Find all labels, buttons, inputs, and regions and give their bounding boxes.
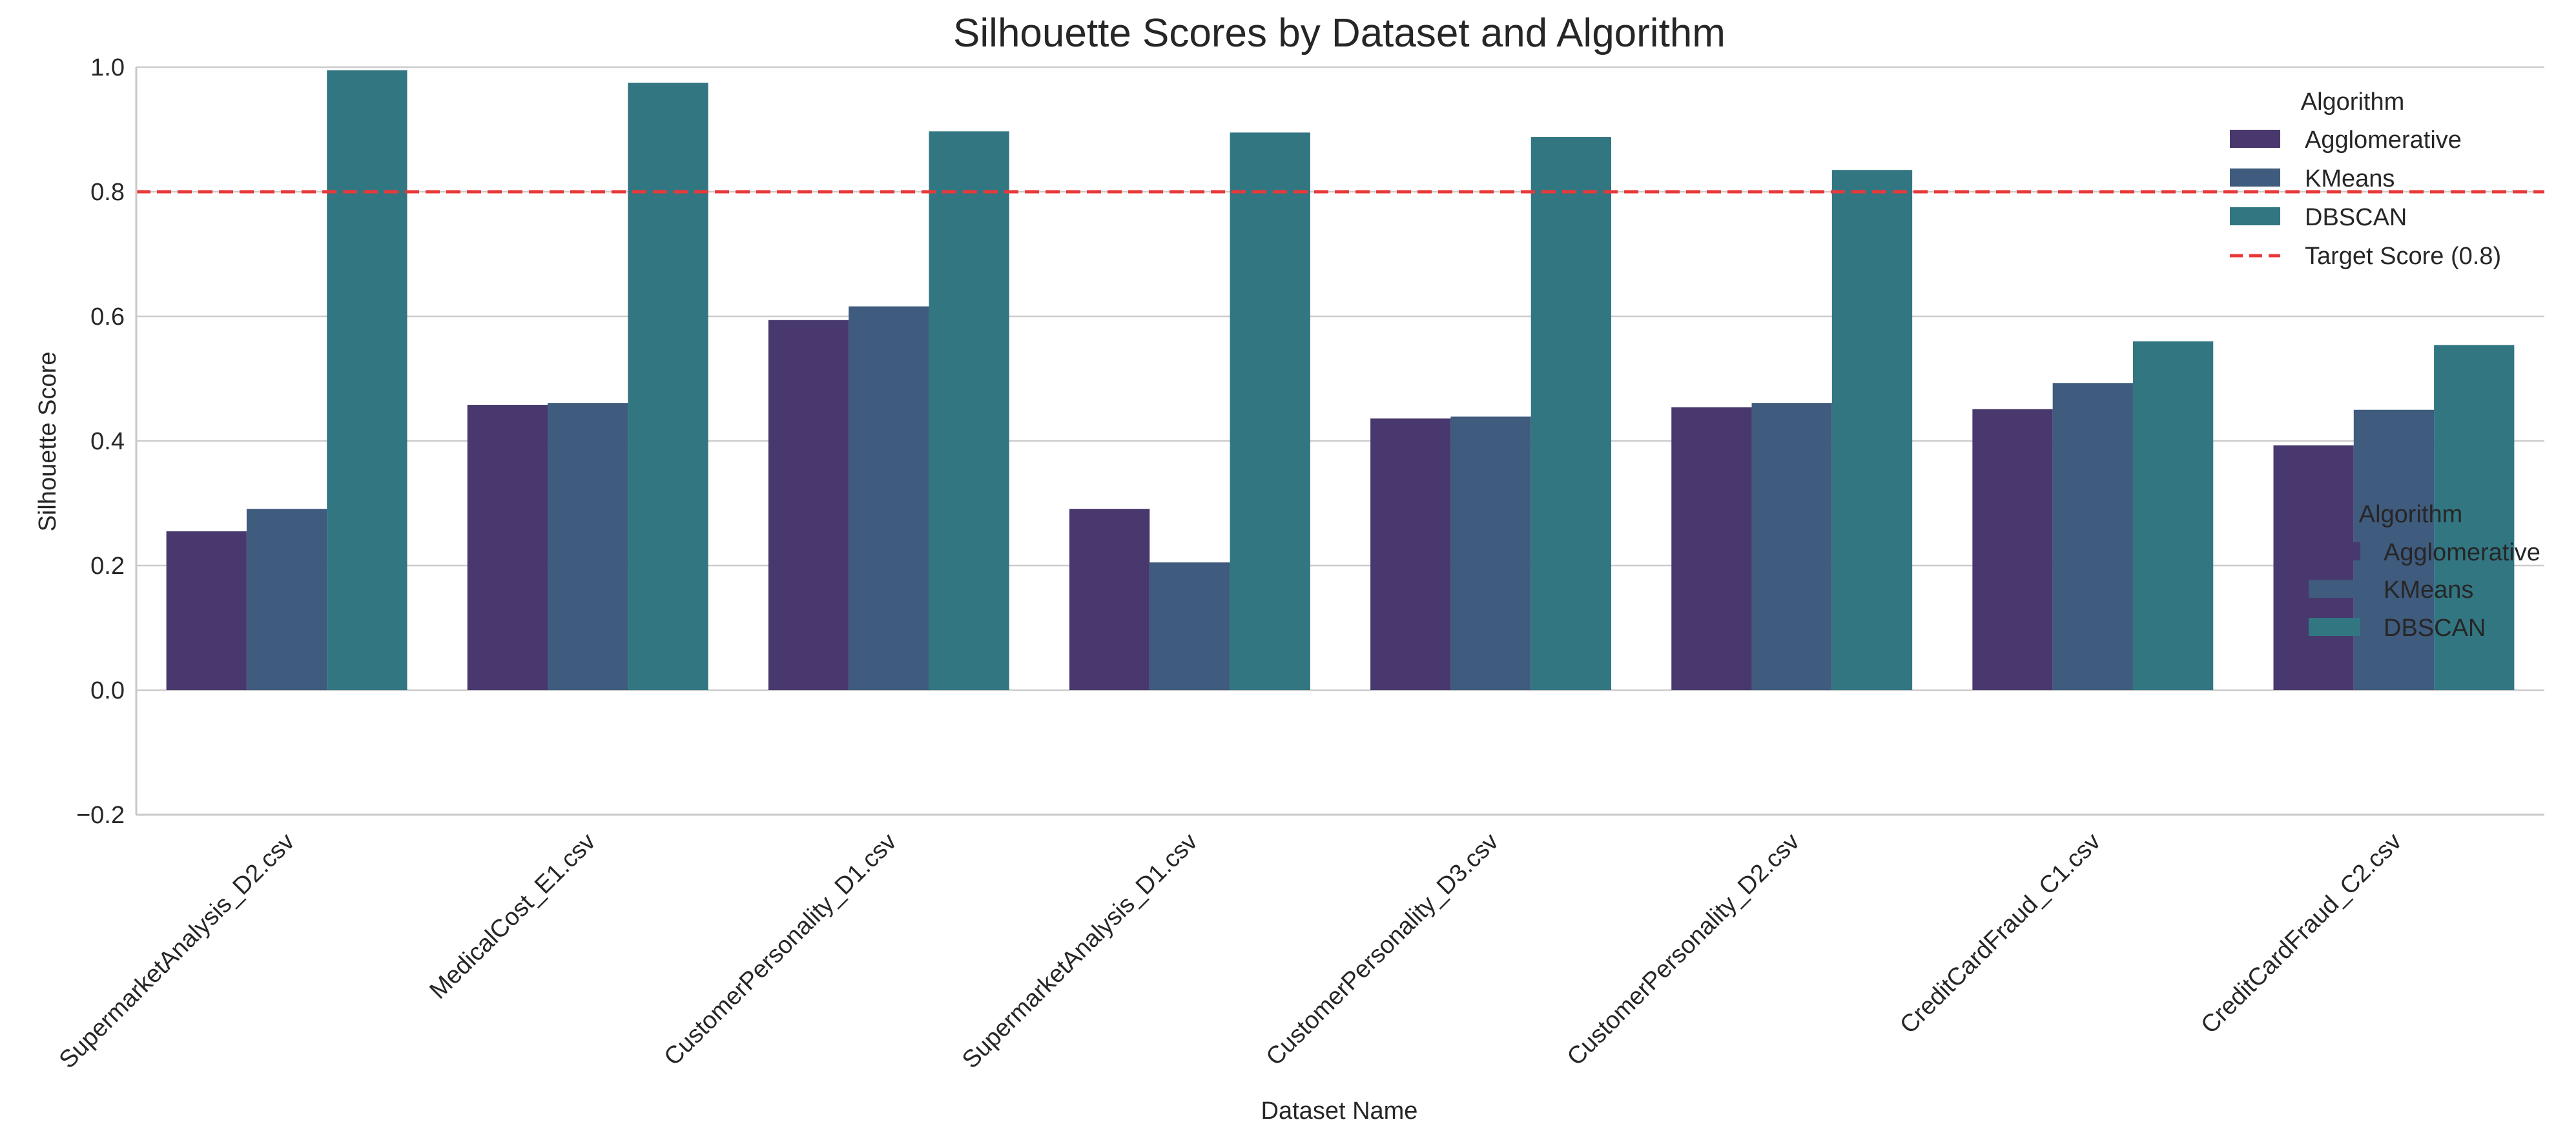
bar-agglomerative: [166, 531, 247, 690]
x-tick-label: CustomerPersonality_D3.csv: [1261, 828, 1504, 1071]
legend-title: Algorithm: [2359, 501, 2463, 528]
y-tick-label: 0.4: [90, 428, 125, 455]
x-tick-label: SupermarketAnalysis_D1.csv: [957, 828, 1203, 1074]
x-tick-label: CreditCardFraud_C2.csv: [2196, 828, 2407, 1039]
bar-kmeans: [246, 509, 327, 690]
legends: Algorithm Agglomerative KMeans DBSCAN Target…: [2230, 88, 2540, 642]
legend-label: DBSCAN: [2384, 615, 2486, 642]
bar-kmeans: [2353, 409, 2435, 690]
legend-swatch-kmeans: [2309, 580, 2360, 598]
legend-swatch-dbscan: [2230, 207, 2280, 225]
legend-label: KMeans: [2305, 165, 2395, 192]
y-tick-label: −0.2: [76, 802, 125, 829]
y-axis-label: Silhouette Score: [34, 352, 61, 532]
bar-dbscan: [628, 83, 708, 690]
bar-kmeans: [548, 403, 628, 690]
axes: [135, 67, 2544, 816]
x-tick-label: CustomerPersonality_D1.csv: [659, 828, 902, 1071]
legend-label: Agglomerative: [2305, 127, 2462, 154]
bar-kmeans: [1149, 562, 1230, 690]
y-tick-label: 1.0: [90, 54, 125, 81]
legend-label: Agglomerative: [2384, 539, 2540, 566]
bar-dbscan: [327, 70, 407, 690]
chart-title: Silhouette Scores by Dataset and Algorit…: [953, 11, 1726, 56]
legend-swatch-kmeans: [2230, 169, 2280, 187]
bar-agglomerative: [1069, 509, 1150, 690]
bar-agglomerative: [1972, 409, 2053, 690]
x-tick-label: CreditCardFraud_C1.csv: [1895, 828, 2106, 1039]
bar-agglomerative: [467, 405, 548, 690]
x-tick-labels: SupermarketAnalysis_D2.csv MedicalCost_E1…: [54, 828, 2407, 1074]
legend-label: KMeans: [2384, 577, 2473, 604]
legend-label: DBSCAN: [2305, 204, 2407, 231]
bar-kmeans: [849, 306, 929, 690]
bar-kmeans: [1751, 403, 1832, 690]
bar-dbscan: [2434, 345, 2515, 690]
bar-agglomerative: [2273, 445, 2354, 690]
legend-label: Target Score (0.8): [2305, 243, 2501, 270]
y-tick-label: 0.0: [90, 677, 125, 704]
legend-title: Algorithm: [2301, 88, 2405, 116]
bar-dbscan: [1831, 170, 1913, 691]
y-tick-label: 0.6: [90, 303, 125, 331]
bar-agglomerative: [768, 320, 849, 690]
bar-kmeans: [1450, 416, 1531, 690]
legend-swatch-agglomerative: [2309, 542, 2360, 560]
bar-dbscan: [2132, 341, 2214, 690]
y-tick-labels: −0.2 0.0 0.2 0.4 0.6 0.8 1.0: [76, 54, 125, 829]
y-tick-label: 0.2: [90, 553, 125, 580]
bar-agglomerative: [1370, 418, 1451, 690]
bars: [166, 70, 2515, 691]
bar-dbscan: [1230, 132, 1310, 690]
bar-kmeans: [2052, 383, 2133, 690]
x-tick-label: SupermarketAnalysis_D2.csv: [54, 828, 300, 1074]
bar-agglomerative: [1671, 407, 1752, 690]
bar-dbscan: [929, 131, 1009, 690]
bar-dbscan: [1530, 137, 1612, 690]
legend-swatch-agglomerative: [2230, 130, 2280, 148]
x-axis-label: Dataset Name: [1261, 1098, 1418, 1125]
y-tick-label: 0.8: [90, 179, 125, 206]
x-tick-label: CustomerPersonality_D2.csv: [1562, 828, 1805, 1071]
legend-swatch-dbscan: [2309, 618, 2360, 636]
x-tick-label: MedicalCost_E1.csv: [424, 828, 601, 1005]
